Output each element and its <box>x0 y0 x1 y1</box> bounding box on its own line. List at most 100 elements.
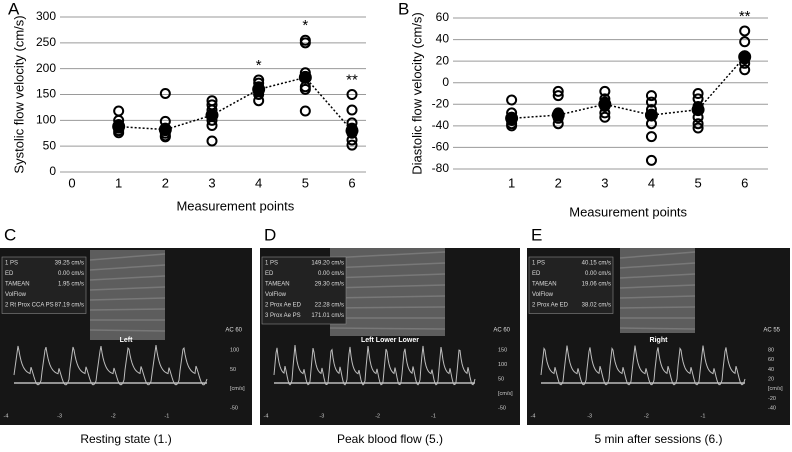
tissue-streak <box>329 251 446 259</box>
measurement-name: ED <box>532 271 541 277</box>
x-tick-label: 3 <box>208 175 215 190</box>
data-point <box>645 154 657 166</box>
mean-point <box>205 108 219 122</box>
measurement-name: 2 Prox Ae ED <box>265 303 302 309</box>
measurement-box <box>1 256 87 314</box>
annotation: * <box>256 57 262 74</box>
time-scale-label: -4 <box>264 413 269 419</box>
time-scale-label: -4 <box>4 413 9 419</box>
data-point <box>739 25 751 37</box>
ac-label: AC 55 <box>763 328 780 334</box>
panel-label: C <box>4 225 16 244</box>
mean-point <box>505 111 519 125</box>
y-tick-label: 150 <box>36 87 56 101</box>
mean-line <box>118 76 353 132</box>
data-point <box>346 89 358 100</box>
measurement-value: 38.02 cm/s <box>582 303 611 309</box>
measurement-name: VolFlow <box>5 292 27 298</box>
time-scale-label: -3 <box>57 413 62 419</box>
measurement-value: 1.95 cm/s <box>58 282 84 288</box>
measurement-value: 171.01 cm/s <box>311 313 344 319</box>
mean-point <box>691 103 705 117</box>
data-point <box>253 95 265 107</box>
velocity-scale-label: 80 <box>768 347 774 353</box>
tissue-streak <box>329 284 446 289</box>
data-point <box>599 111 611 123</box>
y-tick-label: 50 <box>43 138 57 152</box>
data-point <box>739 36 751 48</box>
panel-label: E <box>531 225 542 244</box>
data-point <box>206 135 218 147</box>
measurement-name: 3 Prox Ae PS <box>265 313 301 319</box>
velocity-scale-label: 20 <box>768 376 774 382</box>
annotation: ** <box>346 71 358 88</box>
y-tick-label: -20 <box>432 96 450 110</box>
measurement-value: 22.28 cm/s <box>315 303 344 309</box>
data-point <box>299 105 311 117</box>
mean-point <box>738 50 752 64</box>
view-label: Left <box>120 337 134 344</box>
data-point <box>299 37 311 49</box>
data-point <box>159 87 171 99</box>
y-tick-label: 40 <box>436 32 450 46</box>
mean-point <box>158 123 172 137</box>
tissue-streak <box>89 308 166 311</box>
measurement-name: VolFlow <box>532 292 554 298</box>
y-tick-label: 200 <box>36 61 56 75</box>
view-label: Left Lower Lower <box>361 337 419 344</box>
tissue-streak <box>329 262 446 269</box>
y-tick-label: 250 <box>36 35 56 49</box>
data-point <box>645 90 657 102</box>
b-mode-image <box>620 248 695 333</box>
velocity-scale-label: 60 <box>768 357 774 363</box>
mean-point <box>551 108 565 122</box>
tissue-streak <box>619 306 696 309</box>
panel-label: D <box>264 225 276 244</box>
measurement-value: 87.19 cm/s <box>55 303 84 309</box>
data-point <box>113 105 125 117</box>
tissue-streak <box>89 264 166 271</box>
x-tick-label: 4 <box>648 175 655 190</box>
time-scale-label: -1 <box>701 413 706 419</box>
measurement-value: 0.00 cm/s <box>585 271 611 277</box>
x-tick-label: 5 <box>302 175 309 190</box>
panel-caption: 5 min after sessions (6.) <box>594 432 722 446</box>
measurement-value: 0.00 cm/s <box>58 271 84 277</box>
measurement-value: 29.30 cm/s <box>315 282 344 288</box>
tissue-streak <box>619 284 696 289</box>
doppler-waveform <box>540 345 746 386</box>
velocity-scale-label: [cm/s] <box>230 386 245 392</box>
data-point <box>645 131 657 143</box>
measurement-name: ED <box>5 271 14 277</box>
mean-point <box>298 70 312 84</box>
velocity-scale-label: 50 <box>230 367 236 373</box>
measurement-value: 40.15 cm/s <box>582 261 611 267</box>
time-scale-label: -3 <box>319 413 324 419</box>
x-tick-label: 3 <box>601 175 608 190</box>
mean-point <box>345 124 359 138</box>
mean-point <box>252 82 266 96</box>
tissue-streak <box>619 295 696 299</box>
measurement-value: 149.20 cm/s <box>311 261 344 267</box>
y-axis-label: Diastolic flow velocity (cm/s) <box>409 12 424 175</box>
ac-label: AC 60 <box>493 328 510 334</box>
measurement-name: 2 Prox Ae ED <box>532 303 569 309</box>
y-tick-label: -80 <box>432 161 450 175</box>
velocity-scale-label: 100 <box>230 347 239 353</box>
measurement-value: 0.00 cm/s <box>318 271 344 277</box>
measurement-name: TAMEAN <box>265 282 290 288</box>
velocity-scale-label: 150 <box>498 347 507 353</box>
x-tick-label: 6 <box>348 175 355 190</box>
data-point <box>599 85 611 97</box>
y-tick-label: 300 <box>36 9 56 23</box>
time-scale-label: -4 <box>531 413 536 419</box>
time-scale-label: -2 <box>644 413 649 419</box>
tissue-streak <box>89 286 166 291</box>
x-tick-label: 4 <box>255 175 262 190</box>
panel-label: A <box>8 0 20 18</box>
annotation: * <box>302 17 308 34</box>
mean-point <box>112 120 126 134</box>
measurement-name: 2 Rt Prox CCA PS <box>5 303 54 309</box>
mean-point <box>644 108 658 122</box>
